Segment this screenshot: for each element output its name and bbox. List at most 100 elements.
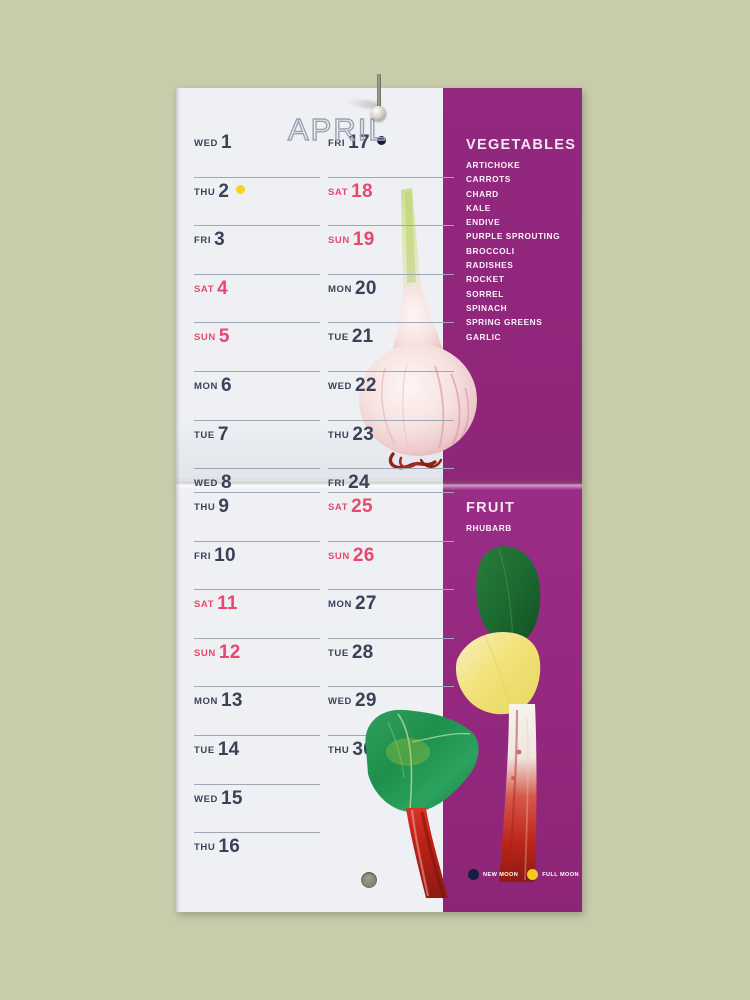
vegetable-list-item: ROCKET [466, 274, 505, 285]
day-of-week-label: SUN [328, 550, 350, 562]
date-row[interactable]: SUN 5 [194, 322, 325, 371]
vegetable-list-item: KALE [466, 202, 491, 213]
day-number: 21 [351, 326, 374, 348]
day-of-week-label: WED [194, 138, 218, 149]
day-number: 13 [220, 690, 243, 712]
day-of-week-label: MON [194, 696, 218, 708]
day-number: 15 [220, 787, 243, 809]
date-row[interactable]: THU 2 [194, 176, 325, 226]
day-number: 6 [220, 374, 232, 396]
date-row[interactable]: WED 1 [194, 128, 325, 177]
day-number: 27 [354, 593, 377, 615]
month-title: APRIL [287, 111, 388, 147]
date-row[interactable]: SUN 26 [328, 540, 459, 590]
vegetable-list-item: SORREL [466, 288, 504, 299]
date-row[interactable]: SAT 11 [194, 589, 325, 638]
moon-legend-label: FULL MOON [542, 871, 579, 878]
date-row[interactable]: MON 6 [194, 370, 325, 420]
vegetables-heading: VEGETABLES [466, 137, 577, 153]
day-of-week-label: WED [328, 696, 352, 708]
new-moon-dot [468, 869, 479, 880]
day-of-week-label: SUN [194, 332, 216, 344]
date-row[interactable]: THU 16 [194, 832, 325, 881]
fruit-panel-background [443, 483, 582, 912]
date-row[interactable]: THU 9 [194, 492, 325, 541]
day-of-week-label: MON [194, 380, 218, 392]
day-number: 22 [354, 374, 377, 396]
date-column-3: THU 9 FRI 10 SAT 11 SUN 12 MON 13 TUE 14 WED 15 THU 16 [194, 492, 325, 881]
date-row[interactable]: SUN 12 [194, 637, 325, 687]
day-number: 3 [214, 229, 225, 251]
day-of-week-label: SUN [328, 235, 350, 247]
moon-phase-legend: NEW MOON FULL MOON [468, 869, 579, 880]
date-row[interactable]: SUN 19 [328, 225, 459, 274]
date-row[interactable]: TUE 7 [194, 419, 325, 469]
vegetable-list-item: CARROTS [466, 174, 511, 185]
day-of-week-label: FRI [328, 138, 346, 149]
date-row[interactable]: TUE 28 [328, 637, 459, 687]
day-of-week-label: MON [328, 599, 352, 611]
day-number: 1 [220, 132, 232, 153]
new-moon-icon [376, 136, 386, 145]
date-row[interactable]: WED 15 [194, 783, 325, 833]
day-of-week-label: WED [194, 478, 218, 490]
date-row[interactable]: FRI 17 [328, 128, 459, 177]
date-row[interactable]: FRI 3 [194, 225, 325, 274]
day-of-week-label: FRI [328, 478, 346, 490]
day-number: 24 [348, 472, 370, 494]
date-row[interactable]: WED 29 [328, 686, 459, 735]
date-row[interactable]: THU 30 [328, 734, 459, 784]
day-number: 2 [218, 180, 230, 202]
fruit-list-item: RHUBARB [466, 523, 512, 533]
day-of-week-label: THU [194, 502, 216, 513]
day-of-week-label: THU [328, 744, 350, 756]
vegetable-list-item: PURPLE SPROUTING BROCCOLI [466, 231, 561, 256]
day-of-week-label: MON [328, 283, 352, 295]
day-number: 28 [351, 641, 374, 663]
moon-legend-label: NEW MOON [483, 871, 519, 878]
day-of-week-label: SAT [328, 502, 349, 513]
date-row[interactable]: MON 20 [328, 273, 459, 323]
date-row[interactable]: TUE 14 [194, 734, 325, 784]
date-row[interactable]: SAT 18 [328, 176, 459, 226]
day-number: 26 [352, 544, 375, 566]
day-of-week-label: TUE [194, 429, 215, 441]
day-number: 20 [354, 277, 377, 299]
vegetable-list-item: SPRING GREENS [466, 317, 543, 328]
date-row[interactable]: MON 27 [328, 589, 459, 638]
full-moon-dot [527, 869, 539, 880]
fruit-list: RHUBARB [466, 521, 578, 535]
date-row[interactable]: MON 13 [194, 686, 325, 735]
day-number: 14 [217, 738, 240, 760]
day-of-week-label: TUE [194, 744, 215, 756]
day-number: 12 [218, 641, 241, 663]
date-row[interactable]: WED 22 [328, 370, 459, 420]
full-moon-icon [236, 184, 246, 194]
day-number: 5 [218, 326, 230, 348]
day-of-week-label: THU [328, 429, 350, 441]
date-column-4: SAT 25 SUN 26 MON 27 TUE 28 WED 29 THU 30 [328, 492, 459, 784]
day-number: 7 [217, 423, 229, 445]
date-row[interactable]: FRI 10 [194, 540, 325, 590]
day-number: 11 [217, 593, 238, 615]
day-number: 4 [217, 277, 228, 299]
vegetable-list-item: SPINACH [466, 302, 508, 313]
day-number: 9 [218, 496, 230, 517]
date-row[interactable]: THU 23 [328, 419, 459, 469]
vegetable-list-item: ENDIVE [466, 217, 501, 228]
vegetable-list-item: ARTICHOKE [466, 160, 521, 170]
day-of-week-label: TUE [328, 647, 349, 659]
hole-punch [361, 872, 377, 888]
day-of-week-label: THU [194, 842, 216, 854]
day-of-week-label: WED [328, 380, 352, 392]
date-row[interactable]: TUE 21 [328, 322, 459, 371]
vegetable-list-item: CHARD [466, 188, 499, 199]
vegetables-list: ARTICHOKE CARROTS CHARD KALE ENDIVE PURPLE SP… [466, 158, 578, 344]
date-column-2: FRI 17 SAT 18 SUN 19 MON 20 TUE 21 WED 22 THU 23 FRI 24 [328, 128, 459, 517]
date-row[interactable]: SAT 4 [194, 273, 325, 323]
day-of-week-label: TUE [328, 332, 349, 344]
moon-legend-entry: NEW MOON [468, 869, 518, 880]
date-row[interactable]: SAT 25 [328, 492, 459, 541]
day-number: 10 [214, 544, 236, 566]
day-of-week-label: SUN [194, 647, 216, 659]
